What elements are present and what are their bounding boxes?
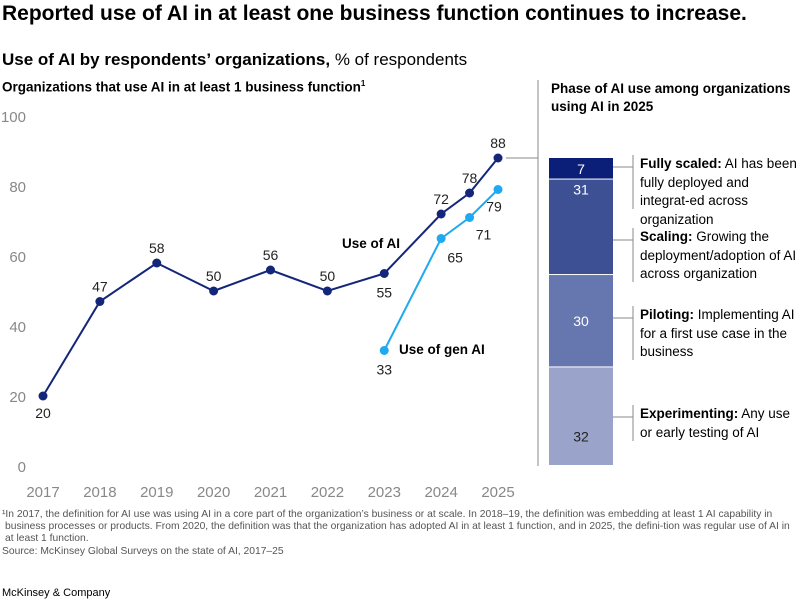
x-tick-label: 2017 <box>26 484 59 501</box>
segment-desc-text: Any use or early testing of AI <box>640 406 791 440</box>
data-label: 50 <box>320 268 336 284</box>
y-tick-label: 0 <box>18 459 26 476</box>
y-tick-label: 100 <box>1 109 26 126</box>
line-chart-title: Organizations that use AI in at least 1 … <box>2 79 365 95</box>
data-point <box>493 153 503 163</box>
data-point <box>436 209 446 219</box>
bar-chart-title: Phase of AI use among organizations usin… <box>551 81 791 114</box>
data-label: 72 <box>433 191 449 207</box>
data-label: 56 <box>263 247 279 263</box>
brand-logo: McKinsey & Company <box>2 587 111 599</box>
x-tick-label: 2022 <box>311 484 344 501</box>
data-point <box>465 213 475 222</box>
data-point <box>436 234 446 243</box>
footnote-marker: 1 <box>360 79 366 88</box>
data-label: 88 <box>490 135 506 151</box>
segment-description: Fully scaled: AI has been fully deployed… <box>640 155 800 229</box>
x-tick-label: 2020 <box>197 484 230 501</box>
data-point <box>379 269 389 278</box>
series-label: Use of gen AI <box>399 342 485 357</box>
bar-value: 30 <box>573 313 589 329</box>
segment-description: Experimenting: Any use or early testing … <box>640 405 800 442</box>
data-label: 79 <box>486 199 502 215</box>
data-point <box>38 391 48 401</box>
bar-value: 7 <box>577 161 585 177</box>
y-tick-label: 80 <box>9 179 26 196</box>
x-tick-label: 2021 <box>254 484 287 501</box>
x-tick-label: 2018 <box>83 484 116 501</box>
data-label: 71 <box>476 227 492 243</box>
data-point <box>493 185 503 194</box>
x-tick-label: 2019 <box>140 484 173 501</box>
data-point <box>95 297 105 306</box>
segment-label: Piloting: <box>640 307 694 322</box>
data-point <box>465 188 475 198</box>
data-point <box>152 258 162 268</box>
segment-label: Fully scaled: <box>640 156 722 171</box>
bar-segment <box>549 179 613 275</box>
footnote: ¹In 2017, the definition for AI use was … <box>2 509 792 558</box>
segment-description: Scaling: Growing the deployment/adoption… <box>640 228 800 284</box>
data-point <box>379 346 389 355</box>
bar-segment <box>549 158 613 179</box>
segment-desc-text: Growing the deployment/adoption of AI ac… <box>640 229 797 281</box>
data-label: 33 <box>376 362 392 378</box>
source-text: Source: McKinsey Global Surveys on the s… <box>2 545 284 557</box>
segment-desc-text: Implementing AI for a first use case in … <box>640 307 795 359</box>
series-line-0 <box>42 157 499 397</box>
data-label: 65 <box>447 250 463 266</box>
bar-value: 32 <box>573 429 589 445</box>
subtitle-unit: % of respondents <box>330 50 468 69</box>
y-tick-label: 40 <box>9 319 26 336</box>
data-point <box>322 286 332 296</box>
bar-value: 31 <box>573 181 589 197</box>
subtitle-bold: Use of AI by respondents’ organizations, <box>2 50 331 69</box>
line-chart-title-text: Organizations that use AI in at least 1 … <box>2 79 361 95</box>
y-tick-label: 60 <box>9 249 26 266</box>
bar-segment <box>549 275 613 367</box>
x-tick-label: 2025 <box>481 484 514 501</box>
data-label: 58 <box>149 240 165 256</box>
data-label: 20 <box>35 405 51 421</box>
data-label: 55 <box>376 285 392 301</box>
bar-segment <box>549 367 613 465</box>
page-title: Reported use of AI in at least one busin… <box>2 2 747 25</box>
y-tick-label: 20 <box>9 389 26 406</box>
data-label: 47 <box>92 279 108 295</box>
data-point <box>266 265 275 275</box>
series-label: Use of AI <box>342 236 400 251</box>
series-line-1 <box>383 188 499 351</box>
segment-description: Piloting: Implementing AI for a first us… <box>640 306 800 362</box>
footnote-text: ¹In 2017, the definition for AI use was … <box>2 509 790 545</box>
segment-desc-text: AI has been fully deployed and integrat-… <box>640 156 797 227</box>
x-tick-label: 2023 <box>368 484 401 501</box>
x-tick-label: 2024 <box>424 484 457 501</box>
segment-label: Scaling: <box>640 229 693 244</box>
segment-label: Experimenting: <box>640 406 739 421</box>
data-label: 50 <box>206 268 222 284</box>
data-label: 78 <box>462 170 478 186</box>
data-point <box>209 286 219 296</box>
subtitle: Use of AI by respondents’ organizations,… <box>2 50 467 70</box>
